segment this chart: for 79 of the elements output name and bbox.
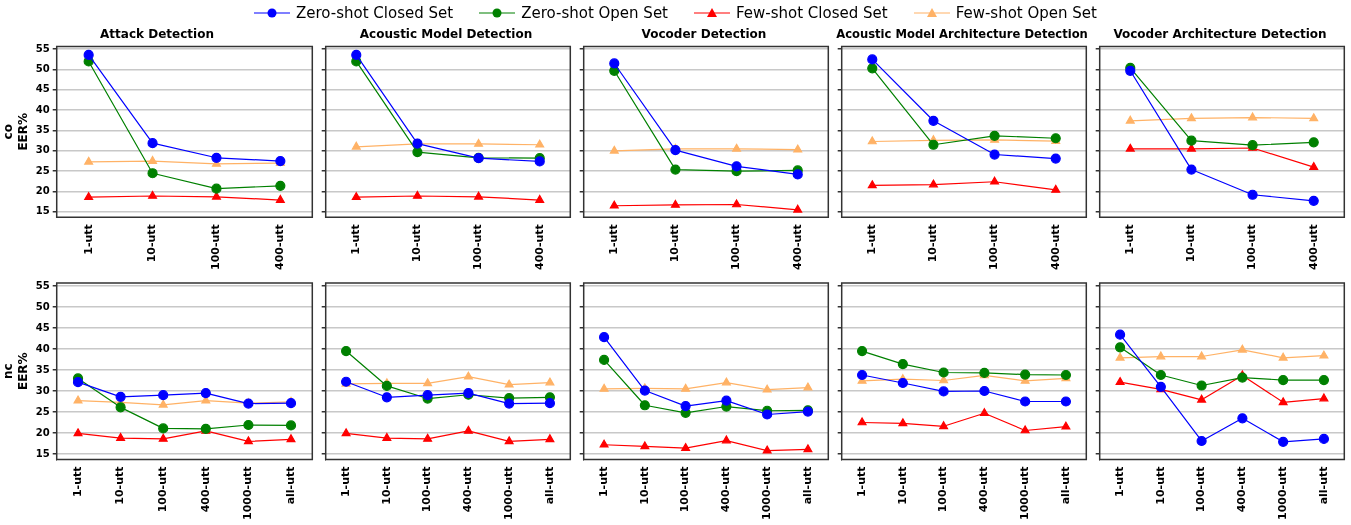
chart-title: Vocoder Architecture Detection bbox=[1113, 27, 1327, 42]
x-tick-label: 100-utt bbox=[987, 224, 1001, 270]
x-tick-label: 1000-utt bbox=[760, 466, 774, 520]
legend-label: Zero-shot Closed Set bbox=[296, 4, 454, 22]
x-tick-label: 100-utt bbox=[678, 466, 692, 513]
x-tick-label: 10-utt bbox=[926, 224, 940, 263]
x-tick-label: 10-utt bbox=[1184, 224, 1198, 263]
x-tick-label: all-utt bbox=[800, 466, 814, 505]
y-tick-label: 25 bbox=[35, 405, 50, 417]
x-tick-label: 400-utt bbox=[1048, 224, 1062, 270]
y-tick-label: 20 bbox=[35, 426, 50, 438]
x-tick-label: 1-utt bbox=[854, 466, 868, 498]
x-tick-label: 400-utt bbox=[461, 466, 475, 513]
x-tick-label: 10-utt bbox=[113, 466, 127, 505]
x-tick-label: 400-utt bbox=[198, 466, 212, 513]
x-tick-label: 1-utt bbox=[81, 224, 95, 255]
x-tick-label: 1000-utt bbox=[502, 466, 516, 520]
x-tick-label: 1-utt bbox=[70, 466, 84, 498]
x-tick-label: 100-utt bbox=[1194, 466, 1208, 513]
legend-label: Zero-shot Open Set bbox=[521, 4, 668, 22]
x-tick-label: 100-utt bbox=[936, 466, 950, 513]
x-tick-label: 400-utt bbox=[1235, 466, 1249, 513]
chart-title: Acoustic Model Architecture Detection bbox=[836, 27, 1088, 42]
y-tick-label: 15 bbox=[35, 205, 50, 217]
x-tick-label: 1-utt bbox=[607, 224, 621, 255]
y-tick-label: 50 bbox=[35, 63, 50, 75]
y-tick-label: 20 bbox=[35, 185, 50, 197]
x-tick-label: 10-utt bbox=[145, 224, 159, 263]
x-tick-label: 400-utt bbox=[977, 466, 991, 513]
x-tick-label: all-utt bbox=[1058, 466, 1072, 505]
x-tick-label: 1000-utt bbox=[1276, 466, 1290, 520]
y-tick-label: 45 bbox=[35, 83, 50, 95]
x-tick-label: 1-utt bbox=[349, 224, 363, 255]
x-tick-label: 10-utt bbox=[379, 466, 393, 505]
y-tick-label: 45 bbox=[35, 321, 50, 333]
x-tick-label: 10-utt bbox=[637, 466, 651, 505]
legend-label: Few-shot Closed Set bbox=[736, 4, 888, 22]
x-tick-label: 100-utt bbox=[209, 224, 223, 270]
x-tick-label: 400-utt bbox=[790, 224, 804, 270]
chart-title: Attack Detection bbox=[100, 27, 214, 42]
legend-label: Few-shot Open Set bbox=[955, 4, 1097, 22]
x-tick-label: 100-utt bbox=[471, 224, 485, 270]
x-tick-label: 10-utt bbox=[410, 224, 424, 263]
x-tick-label: all-utt bbox=[1316, 466, 1330, 505]
x-tick-label: 400-utt bbox=[1306, 224, 1320, 270]
x-tick-label: 1-utt bbox=[1112, 466, 1126, 498]
y-tick-label: 15 bbox=[35, 447, 50, 459]
x-tick-label: 100-utt bbox=[156, 466, 170, 513]
x-tick-label: 400-utt bbox=[532, 224, 546, 270]
y-tick-label: 40 bbox=[35, 342, 50, 354]
y-tick-label: 30 bbox=[35, 144, 50, 156]
x-tick-label: all-utt bbox=[283, 466, 297, 505]
x-tick-label: 10-utt bbox=[1153, 466, 1167, 505]
y-axis-title: nc EER% bbox=[1, 352, 30, 391]
y-tick-label: 35 bbox=[35, 363, 50, 375]
chart-title: Vocoder Detection bbox=[641, 27, 767, 42]
x-tick-label: 100-utt bbox=[1245, 224, 1259, 270]
y-tick-label: 35 bbox=[35, 124, 50, 136]
chart-title: Acoustic Model Detection bbox=[359, 27, 533, 42]
x-tick-label: 1000-utt bbox=[241, 466, 255, 520]
y-tick-label: 25 bbox=[35, 164, 50, 176]
y-tick-label: 55 bbox=[35, 279, 50, 291]
x-tick-label: 400-utt bbox=[273, 224, 287, 270]
x-tick-label: 1-utt bbox=[1123, 224, 1137, 255]
y-tick-label: 40 bbox=[35, 103, 50, 115]
y-tick-label: 30 bbox=[35, 384, 50, 396]
x-tick-label: 1-utt bbox=[596, 466, 610, 498]
x-tick-label: 1-utt bbox=[865, 224, 879, 255]
x-tick-label: 10-utt bbox=[895, 466, 909, 505]
x-tick-label: 400-utt bbox=[719, 466, 733, 513]
x-tick-label: 1-utt bbox=[338, 466, 352, 498]
x-tick-label: 1000-utt bbox=[1018, 466, 1032, 520]
y-tick-label: 55 bbox=[35, 42, 50, 54]
y-axis-title: co EER% bbox=[1, 112, 30, 151]
y-tick-label: 50 bbox=[35, 300, 50, 312]
x-tick-label: 100-utt bbox=[729, 224, 743, 270]
x-tick-label: 100-utt bbox=[420, 466, 434, 513]
x-tick-label: all-utt bbox=[542, 466, 556, 505]
x-tick-label: 10-utt bbox=[668, 224, 682, 263]
